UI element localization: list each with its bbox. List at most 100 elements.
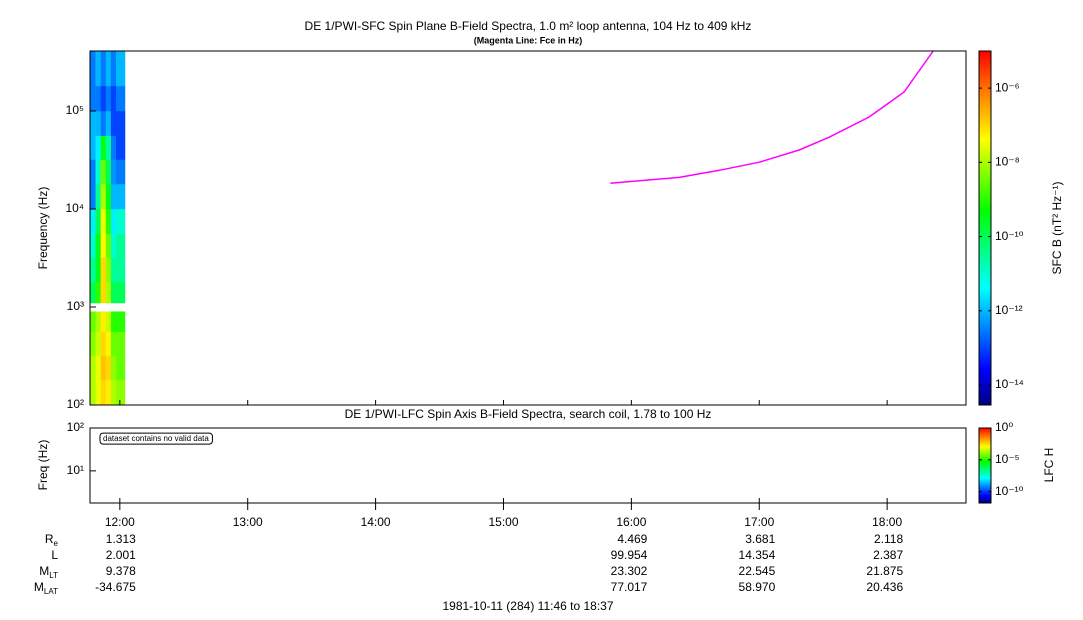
spectrogram-cell bbox=[90, 208, 96, 234]
spectrogram-cell bbox=[95, 355, 101, 381]
spectrogram-cell bbox=[90, 51, 96, 87]
spectrogram-cell bbox=[100, 281, 107, 304]
spectrogram-cell bbox=[100, 208, 107, 234]
spectrogram-cell bbox=[115, 311, 126, 332]
ephemeris-value: 22.545 bbox=[739, 564, 776, 578]
ephemeris-value: 2.387 bbox=[873, 548, 903, 562]
spectrogram-cell bbox=[95, 281, 101, 304]
y-tick-label: 10⁴ bbox=[65, 201, 84, 215]
spectrogram-cell bbox=[105, 233, 112, 258]
spectrogram-cell bbox=[90, 183, 96, 210]
spectrogram-cell bbox=[90, 281, 96, 304]
x-tick-label: 13:00 bbox=[233, 515, 263, 529]
spectrogram-cell bbox=[100, 233, 107, 258]
spectrogram-cell bbox=[110, 85, 117, 112]
colorbar-label: LFC H bbox=[1042, 448, 1056, 483]
ephemeris-label-text: M bbox=[39, 564, 49, 578]
colorbar-tick-label: 10⁻¹⁰ bbox=[995, 229, 1024, 243]
spectrogram-cell bbox=[105, 355, 112, 381]
spectrogram-cell bbox=[100, 331, 107, 356]
spectrogram-cell bbox=[100, 379, 107, 406]
spectrogram-cell bbox=[110, 233, 117, 258]
ephemeris-value: 9.378 bbox=[106, 564, 136, 578]
spectrogram-cell bbox=[95, 51, 101, 87]
y-tick-label: 10² bbox=[67, 420, 84, 434]
chart-title: DE 1/PWI-SFC Spin Plane B-Field Spectra,… bbox=[305, 19, 752, 33]
spectrogram-cell bbox=[95, 183, 101, 210]
y-tick-label: 10¹ bbox=[67, 463, 84, 477]
annotation: dataset contains no valid data bbox=[103, 434, 209, 443]
fce-line bbox=[610, 51, 934, 184]
spectrogram-cell bbox=[105, 135, 112, 160]
spectrogram-cell bbox=[105, 110, 112, 136]
x-tick-label: 17:00 bbox=[744, 515, 774, 529]
ephemeris-label: MLAT bbox=[34, 580, 58, 596]
ephemeris-label-text: R bbox=[45, 532, 54, 546]
ephemeris-label-sub: e bbox=[54, 539, 59, 548]
colorbar-tick-label: 10⁻⁵ bbox=[995, 452, 1020, 466]
spectrogram-cell bbox=[105, 51, 112, 87]
spectrogram-cell bbox=[110, 281, 117, 304]
ephemeris-value: -34.675 bbox=[95, 580, 136, 594]
ephemeris-value: 99.954 bbox=[611, 548, 648, 562]
spectrogram-cell bbox=[115, 257, 126, 283]
spectrogram-cell bbox=[95, 379, 101, 406]
spectrogram-cell bbox=[110, 183, 117, 210]
colorbar-label: SFC B (nT² Hz⁻¹) bbox=[1050, 182, 1064, 275]
spectrogram-cell bbox=[100, 85, 107, 112]
spectrogram-cell bbox=[110, 110, 117, 136]
spectrogram-cell bbox=[90, 233, 96, 258]
spectrogram-cell bbox=[115, 51, 126, 87]
spectrogram-cell bbox=[100, 257, 107, 283]
ephemeris-value: 3.681 bbox=[745, 532, 775, 546]
spectrogram-cell bbox=[105, 183, 112, 210]
spectrogram-cell bbox=[105, 257, 112, 283]
ephemeris-label: Re bbox=[45, 532, 59, 548]
spectrogram-cell bbox=[100, 135, 107, 160]
spectrogram-cell bbox=[115, 159, 126, 185]
spectrogram-cell bbox=[115, 355, 126, 381]
spectrogram-cell bbox=[105, 159, 112, 185]
colorbar-tick-label: 10⁻¹⁰ bbox=[995, 484, 1024, 498]
ephemeris-label: L bbox=[51, 548, 58, 562]
colorbar bbox=[978, 427, 992, 504]
spectrogram-cell bbox=[115, 331, 126, 356]
spectrogram-cell bbox=[90, 135, 96, 160]
spectrogram-cell bbox=[105, 331, 112, 356]
spectrogram-cell bbox=[90, 257, 96, 283]
ephemeris-value: 21.875 bbox=[866, 564, 903, 578]
spectrogram-cell bbox=[105, 379, 112, 406]
colorbar-tick-label: 10⁰ bbox=[995, 420, 1013, 434]
spectrogram-cell bbox=[100, 183, 107, 210]
ephemeris-label-text: L bbox=[51, 548, 58, 562]
spectrogram-cell bbox=[110, 51, 117, 87]
spectrogram-cell bbox=[90, 379, 96, 406]
spectrogram-cell bbox=[110, 135, 117, 160]
x-tick-label: 16:00 bbox=[616, 515, 646, 529]
spectrogram-cell bbox=[110, 331, 117, 356]
spectrogram-cell bbox=[90, 85, 96, 112]
ephemeris-value: 2.118 bbox=[874, 532, 903, 546]
spectrogram-cell bbox=[115, 233, 126, 258]
spectrogram-cell bbox=[105, 208, 112, 234]
spectrogram-cell bbox=[95, 257, 101, 283]
spectrogram-cell bbox=[95, 159, 101, 185]
spectrogram-cell bbox=[105, 311, 112, 332]
ephemeris-label-sub: LAT bbox=[44, 587, 58, 596]
ephemeris-value: 1.313 bbox=[106, 532, 136, 546]
spectrogram-cell bbox=[110, 208, 117, 234]
ephemeris-value: 58.970 bbox=[739, 580, 776, 594]
colorbar-tick-label: 10⁻⁶ bbox=[995, 80, 1020, 94]
plot-frame bbox=[89, 50, 967, 406]
footer: 1981-10-11 (284) 11:46 to 18:37 bbox=[442, 599, 613, 613]
spectrogram-cell bbox=[90, 355, 96, 381]
ephemeris-label: MLT bbox=[39, 564, 58, 580]
ephemeris-value: 4.469 bbox=[617, 532, 647, 546]
spectrogram-cell bbox=[110, 379, 117, 406]
spectrogram-cell bbox=[95, 233, 101, 258]
y-axis-label: Frequency (Hz) bbox=[36, 187, 50, 270]
colorbar bbox=[978, 50, 992, 406]
x-tick-label: 14:00 bbox=[361, 515, 391, 529]
ephemeris-value: 2.001 bbox=[106, 548, 136, 562]
